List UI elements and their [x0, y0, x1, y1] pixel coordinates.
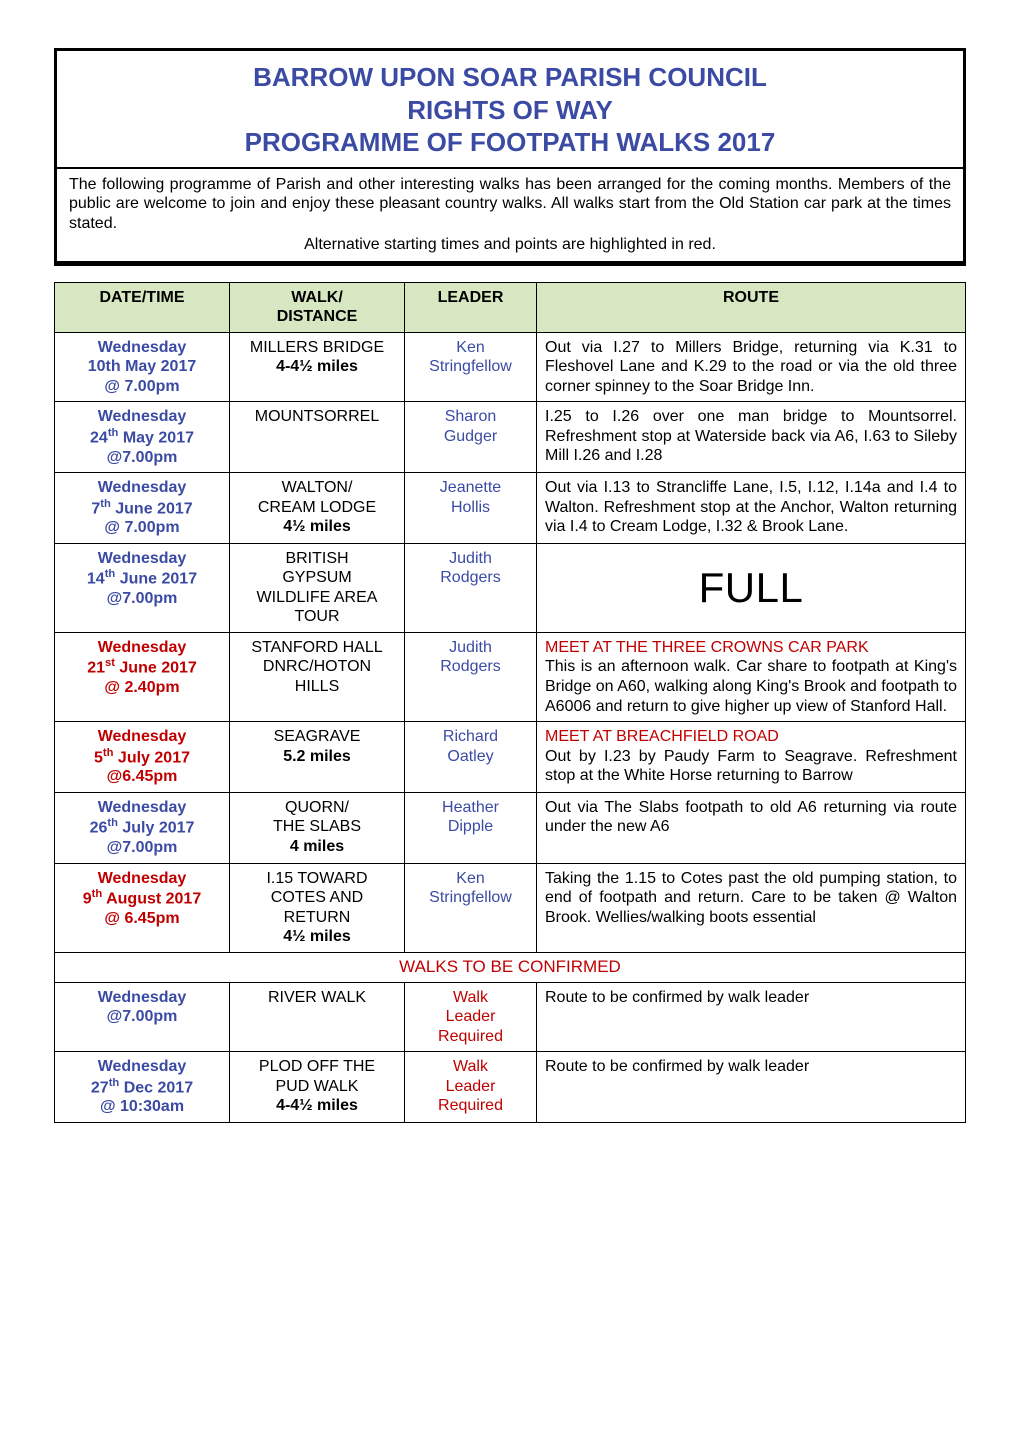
col-leader-header: LEADER — [405, 282, 537, 332]
date-time-cell: Wednesday21st June 2017@ 2.40pm — [55, 632, 230, 721]
leader-cell: JudithRodgers — [405, 632, 537, 721]
title-line-1: BARROW UPON SOAR PARISH COUNCIL — [75, 61, 945, 94]
date-time-cell: Wednesday14th June 2017@7.00pm — [55, 543, 230, 632]
leader-cell: KenStringfellow — [405, 332, 537, 402]
leader-cell: RichardOatley — [405, 722, 537, 793]
table-row: Wednesday10th May 2017@ 7.00pmMILLERS BR… — [55, 332, 966, 402]
route-cell: Out via I.27 to Millers Bridge, returnin… — [537, 332, 966, 402]
walk-distance-cell: RIVER WALK — [230, 982, 405, 1052]
col-walk-header-l2: DISTANCE — [277, 308, 358, 325]
route-cell: MEET AT THE THREE CROWNS CAR PARKThis is… — [537, 632, 966, 721]
leader-cell: JeanetteHollis — [405, 473, 537, 544]
date-time-cell: Wednesday5th July 2017@6.45pm — [55, 722, 230, 793]
table-row: Wednesday27th Dec 2017@ 10:30amPLOD OFF … — [55, 1052, 966, 1123]
route-cell: I.25 to I.26 over one man bridge to Moun… — [537, 402, 966, 473]
table-row: Wednesday21st June 2017@ 2.40pmSTANFORD … — [55, 632, 966, 721]
date-time-cell: Wednesday27th Dec 2017@ 10:30am — [55, 1052, 230, 1123]
title-line-2: RIGHTS OF WAY — [75, 94, 945, 127]
date-time-cell: Wednesday26th July 2017@7.00pm — [55, 792, 230, 863]
walk-distance-cell: PLOD OFF THEPUD WALK4-4½ miles — [230, 1052, 405, 1123]
intro-box: The following programme of Parish and ot… — [57, 169, 963, 263]
intro-alt-note: Alternative starting times and points ar… — [69, 235, 951, 255]
date-time-cell: Wednesday10th May 2017@ 7.00pm — [55, 332, 230, 402]
col-walk-header-l1: WALK/ — [291, 289, 343, 306]
leader-cell: SharonGudger — [405, 402, 537, 473]
intro-paragraph: The following programme of Parish and ot… — [69, 175, 951, 234]
table-row: Wednesday14th June 2017@7.00pmBRITISHGYP… — [55, 543, 966, 632]
table-row: Wednesday7th June 2017@ 7.00pmWALTON/CRE… — [55, 473, 966, 544]
leader-cell: JudithRodgers — [405, 543, 537, 632]
route-cell: Out via I.13 to Strancliffe Lane, I.5, I… — [537, 473, 966, 544]
walk-distance-cell: MILLERS BRIDGE4-4½ miles — [230, 332, 405, 402]
walk-distance-cell: I.15 TOWARDCOTES ANDRETURN4½ miles — [230, 863, 405, 952]
col-walk-header: WALK/ DISTANCE — [230, 282, 405, 332]
date-time-cell: Wednesday7th June 2017@ 7.00pm — [55, 473, 230, 544]
table-row: Wednesday24th May 2017@7.00pmMOUNTSORREL… — [55, 402, 966, 473]
walk-distance-cell: SEAGRAVE5.2 miles — [230, 722, 405, 793]
route-cell: Out via The Slabs footpath to old A6 ret… — [537, 792, 966, 863]
table-row: Wednesday@7.00pmRIVER WALKWalkLeader Req… — [55, 982, 966, 1052]
walk-distance-cell: BRITISHGYPSUMWILDLIFE AREATOUR — [230, 543, 405, 632]
tbc-section-label: WALKS TO BE CONFIRMED — [55, 952, 966, 982]
route-cell: FULL — [537, 543, 966, 632]
leader-cell: HeatherDipple — [405, 792, 537, 863]
table-header-row: DATE/TIME WALK/ DISTANCE LEADER ROUTE — [55, 282, 966, 332]
walk-distance-cell: MOUNTSORREL — [230, 402, 405, 473]
route-cell: Taking the 1.15 to Cotes past the old pu… — [537, 863, 966, 952]
date-time-cell: Wednesday24th May 2017@7.00pm — [55, 402, 230, 473]
walks-table: DATE/TIME WALK/ DISTANCE LEADER ROUTE We… — [54, 282, 966, 1123]
walk-distance-cell: WALTON/CREAM LODGE4½ miles — [230, 473, 405, 544]
table-row: Wednesday5th July 2017@6.45pmSEAGRAVE5.2… — [55, 722, 966, 793]
table-row: Wednesday9th August 2017@ 6.45pmI.15 TOW… — [55, 863, 966, 952]
route-cell: Route to be confirmed by walk leader — [537, 1052, 966, 1123]
col-date-header: DATE/TIME — [55, 282, 230, 332]
leader-required-cell: WalkLeader Required — [405, 982, 537, 1052]
route-cell: MEET AT BREACHFIELD ROADOut by I.23 by P… — [537, 722, 966, 793]
tbc-section-row: WALKS TO BE CONFIRMED — [55, 952, 966, 982]
leader-cell: KenStringfellow — [405, 863, 537, 952]
date-time-cell: Wednesday@7.00pm — [55, 982, 230, 1052]
walk-distance-cell: QUORN/THE SLABS4 miles — [230, 792, 405, 863]
route-cell: Route to be confirmed by walk leader — [537, 982, 966, 1052]
title-box: BARROW UPON SOAR PARISH COUNCIL RIGHTS O… — [57, 51, 963, 169]
title-line-3: PROGRAMME OF FOOTPATH WALKS 2017 — [75, 126, 945, 159]
document-frame: BARROW UPON SOAR PARISH COUNCIL RIGHTS O… — [54, 48, 966, 266]
table-row: Wednesday26th July 2017@7.00pmQUORN/THE … — [55, 792, 966, 863]
col-route-header: ROUTE — [537, 282, 966, 332]
leader-required-cell: WalkLeader Required — [405, 1052, 537, 1123]
walk-distance-cell: STANFORD HALLDNRC/HOTONHILLS — [230, 632, 405, 721]
date-time-cell: Wednesday9th August 2017@ 6.45pm — [55, 863, 230, 952]
